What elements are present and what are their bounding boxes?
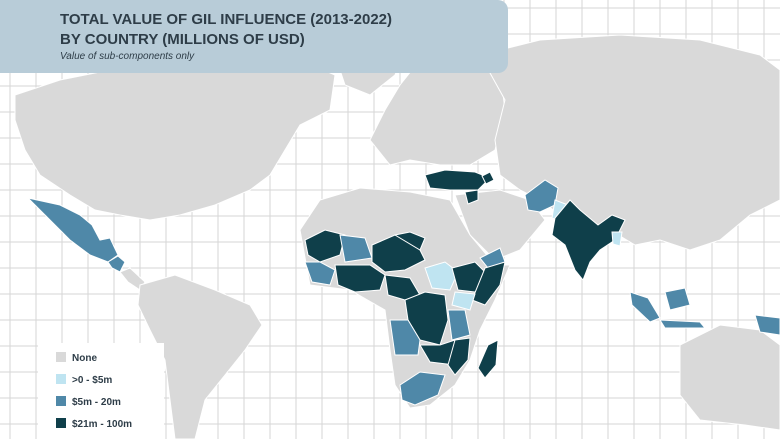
country-region bbox=[424, 169, 491, 191]
land bbox=[14, 14, 780, 439]
country-region bbox=[659, 319, 707, 329]
legend-label: $21m - 100m bbox=[72, 419, 132, 430]
legend-swatch bbox=[56, 374, 66, 384]
country-region bbox=[481, 171, 495, 185]
country-region bbox=[389, 319, 421, 356]
country-region bbox=[477, 339, 499, 379]
legend-swatch bbox=[56, 352, 66, 362]
title: BY COUNTRY (MILLIONS OF USD) bbox=[60, 31, 305, 48]
country-region bbox=[679, 324, 780, 431]
country-region bbox=[451, 291, 476, 311]
title-box bbox=[0, 0, 508, 73]
legend-swatch bbox=[56, 418, 66, 428]
legend-label: $5m - 20m bbox=[72, 397, 121, 408]
legend-label: >0 - $5m bbox=[72, 375, 112, 386]
title: TOTAL VALUE OF GIL INFLUENCE (2013-2022) bbox=[60, 11, 392, 28]
country-region bbox=[447, 309, 471, 341]
country-region bbox=[754, 314, 780, 336]
country-region bbox=[399, 371, 446, 406]
country-region bbox=[137, 274, 263, 439]
country-region bbox=[447, 337, 471, 376]
legend: None >0 - $5m $5m - 20m $21m - 100m bbox=[56, 352, 132, 430]
country-region bbox=[454, 189, 546, 261]
country-region bbox=[304, 261, 336, 286]
country-region bbox=[26, 197, 119, 263]
country-region bbox=[304, 229, 346, 263]
legend-label: None bbox=[72, 353, 97, 364]
country-region bbox=[334, 264, 386, 293]
country-region bbox=[464, 189, 479, 205]
subtitle: Value of sub-components only bbox=[60, 51, 195, 62]
country-region bbox=[629, 291, 661, 323]
country-region bbox=[551, 199, 626, 281]
legend-swatch bbox=[56, 396, 66, 406]
country-region bbox=[424, 261, 459, 291]
country-region bbox=[107, 255, 126, 273]
country-region bbox=[393, 231, 426, 251]
country-region bbox=[611, 231, 623, 247]
country-region bbox=[664, 287, 691, 311]
